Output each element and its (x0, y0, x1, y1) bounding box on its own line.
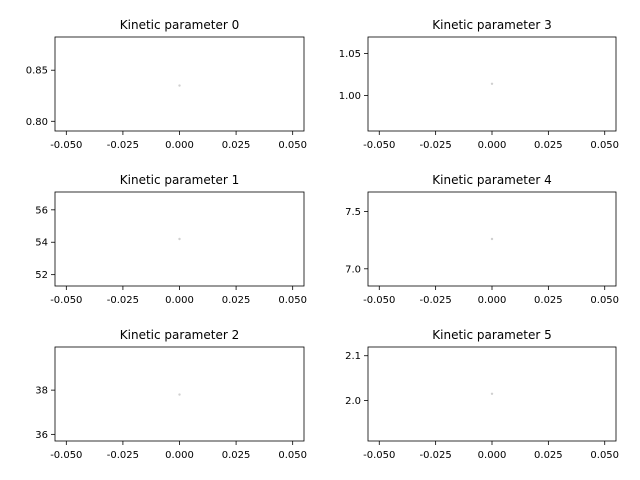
subplot-title: Kinetic parameter 5 (432, 328, 551, 342)
x-tick-label: -0.050 (363, 450, 395, 461)
x-tick-label: 0.000 (165, 140, 194, 151)
y-tick-label: 54 (35, 238, 48, 249)
subplot-title: Kinetic parameter 1 (120, 173, 239, 187)
y-tick-label: 7.0 (345, 264, 361, 275)
x-tick-label: 0.025 (534, 450, 563, 461)
subplot-4: Kinetic parameter 4 -0.050 -0.025 0.000 0.02… (345, 173, 619, 306)
x-tick-label: -0.025 (420, 140, 452, 151)
x-tick-label: -0.025 (107, 140, 139, 151)
data-point (178, 393, 181, 396)
subplot-2: Kinetic parameter 2 -0.050 -0.025 0.000 0.02… (35, 328, 307, 461)
x-tick-label: 0.050 (278, 295, 307, 306)
subplot-title: Kinetic parameter 2 (120, 328, 239, 342)
y-tick-label: 1.05 (339, 49, 361, 60)
y-tick-label: 56 (35, 205, 48, 216)
subplot-title: Kinetic parameter 3 (432, 18, 551, 32)
x-tick-label: 0.050 (590, 450, 619, 461)
y-tick-label: 52 (35, 270, 48, 281)
y-tick-label: 38 (35, 386, 48, 397)
data-point (490, 392, 494, 395)
x-tick-label: 0.025 (222, 450, 251, 461)
x-tick-label: 0.025 (534, 140, 563, 151)
subplot-title: Kinetic parameter 4 (432, 173, 551, 187)
y-tick-label: 2.0 (345, 396, 361, 407)
y-tick-label: 7.5 (345, 207, 361, 218)
subplot-5: Kinetic parameter 5 -0.050 -0.025 0.000 0.02… (345, 328, 619, 461)
y-tick-label: 0.80 (26, 117, 48, 128)
x-tick-label: -0.050 (50, 450, 82, 461)
x-tick-label: 0.000 (478, 295, 507, 306)
x-tick-label: 0.000 (478, 450, 507, 461)
x-tick-label: 0.000 (165, 295, 194, 306)
x-tick-label: -0.050 (50, 140, 82, 151)
y-tick-label: 0.85 (26, 66, 48, 77)
x-tick-label: 0.025 (222, 295, 251, 306)
axes-frame (54, 36, 305, 132)
x-tick-label: -0.025 (420, 450, 452, 461)
x-tick-label: 0.050 (590, 295, 619, 306)
x-tick-label: 0.050 (278, 450, 307, 461)
x-tick-label: 0.050 (278, 140, 307, 151)
x-tick-label: 0.000 (165, 450, 194, 461)
axes-frame (367, 36, 617, 132)
x-tick-label: -0.025 (107, 450, 139, 461)
x-tick-label: 0.000 (478, 140, 507, 151)
axes-frame (367, 346, 617, 442)
x-tick-label: -0.050 (363, 295, 395, 306)
subplot-0: Kinetic parameter 0 -0.050 -0.025 0.000 0.02… (26, 18, 307, 151)
x-tick-label: 0.050 (590, 140, 619, 151)
subplot-title: Kinetic parameter 0 (120, 18, 239, 32)
x-tick-label: 0.025 (222, 140, 251, 151)
axes-frame (367, 191, 617, 287)
data-point (178, 237, 181, 241)
x-tick-label: -0.050 (50, 295, 82, 306)
data-point (178, 84, 181, 87)
x-tick-label: -0.050 (363, 140, 395, 151)
axes-frame (54, 346, 305, 442)
data-point (490, 82, 494, 85)
x-tick-label: -0.025 (107, 295, 139, 306)
subplot-1: Kinetic parameter 1 -0.050 -0.025 0.000 0.02… (35, 173, 307, 306)
data-point (490, 237, 494, 241)
y-tick-label: 36 (35, 430, 48, 441)
x-tick-label: -0.025 (420, 295, 452, 306)
subplot-3: Kinetic parameter 3 -0.050 -0.025 0.000 0.02… (339, 18, 619, 151)
x-tick-label: 0.025 (534, 295, 563, 306)
y-tick-label: 1.00 (339, 91, 361, 102)
y-tick-label: 2.1 (345, 351, 361, 362)
axes-frame (54, 191, 305, 287)
